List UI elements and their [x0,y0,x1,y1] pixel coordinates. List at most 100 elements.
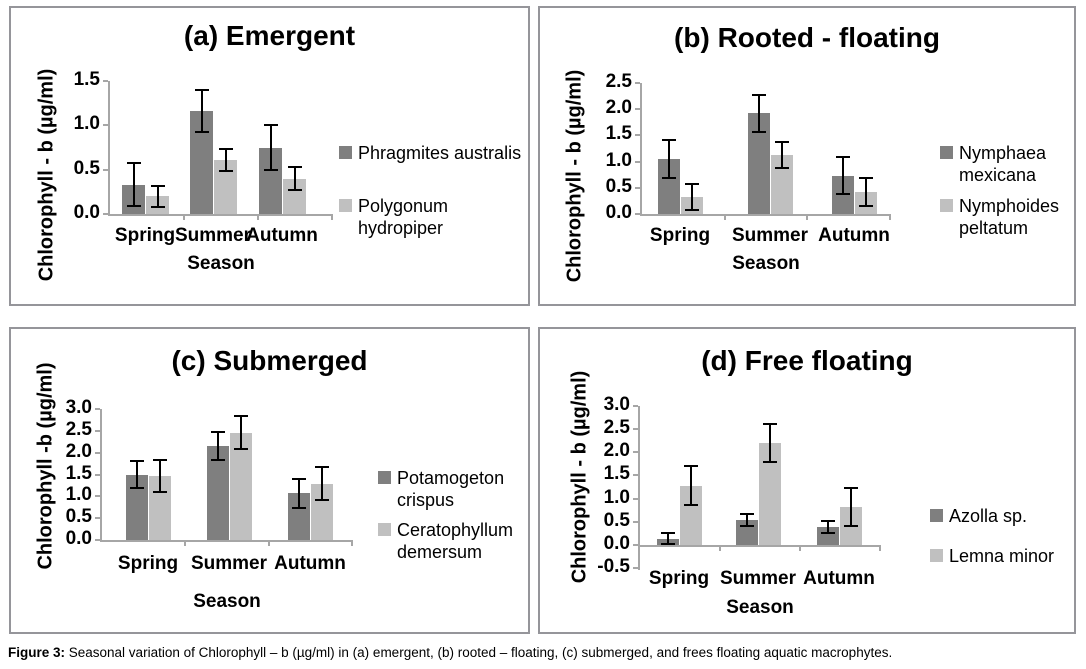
x-axis-line [108,214,332,216]
error-bar-cap-bottom [234,447,248,450]
y-tick-label: 3.0 [65,397,92,419]
error-bar-line [321,467,323,501]
x-boundary-tick [799,544,801,551]
error-bar-line [746,513,748,526]
y-tick-mark [95,429,100,432]
error-bar-cap-bottom [763,460,777,463]
error-bar-line [224,149,227,171]
y-tick-label: 0.5 [73,157,100,179]
error-bar-line [217,431,219,460]
bar-summer-series2 [214,159,237,214]
x-boundary-tick [257,214,259,220]
error-bar-cap-bottom [740,524,754,527]
legend-label: Azolla sp. [949,505,1027,527]
legend-swatch [339,146,352,159]
error-bar-cap-top [752,94,766,97]
legend-label: Nymphaea mexicana [959,142,1046,186]
error-bar-cap-top [292,477,306,480]
x-boundary-tick [806,214,809,220]
bar-autumn-series2 [283,178,306,214]
y-tick-label: 0.0 [65,528,92,550]
y-tick-mark [635,213,640,215]
error-bar-cap-bottom [126,205,141,208]
error-bar-cap-top [859,177,873,180]
x-tick-label-spring: Spring [114,225,176,246]
legend-label: Phragmites australis [358,142,521,164]
x-boundary-tick [719,544,721,551]
y-tick-mark [633,428,638,431]
y-tick-label: 1.0 [605,149,632,171]
y-tick-label: 0.5 [605,175,632,197]
x-boundary-tick [723,214,726,220]
error-bar-cap-bottom [194,131,209,134]
legend-label-line: crispus [397,490,455,510]
y-tick-mark [635,160,640,163]
legend-item: Lemna minor [930,545,1054,567]
error-bar-cap-bottom [153,490,167,493]
x-tick-label-summer: Summer [190,553,268,574]
legend-label: Lemna minor [949,545,1054,567]
x-tick-label-spring: Spring [649,225,711,246]
legend-label-line: Nymphaea [959,143,1047,163]
error-bar-cap-bottom [130,487,144,490]
error-bar-cap-top [153,459,167,462]
panel-d-free-floating: (d) Free floating Chlorophyll - b (µg/ml)… [538,327,1076,634]
y-tick-label: 0.0 [73,202,100,224]
y-tick-mark [635,134,640,137]
error-bar-cap-top [662,139,676,142]
legend-item: Potamogeton crispus [378,467,504,511]
legend-label: Potamogeton crispus [397,467,504,511]
bar-summer-series2 [230,432,252,540]
legend-label-line: peltatum [959,218,1029,238]
bar-spring-series1 [126,474,148,540]
error-bar-line [298,478,300,508]
y-tick-mark [95,517,100,520]
error-bar-line [132,163,135,206]
error-bar-cap-bottom [218,169,233,172]
legend-label: Polygonum hydropiper [358,195,448,239]
y-tick-label: 2.5 [65,418,92,440]
error-bar-line [769,423,771,462]
error-bar-cap-bottom [315,499,329,502]
error-bar-line [667,533,669,545]
error-bar-cap-bottom [859,204,873,207]
legend-swatch [378,471,391,484]
y-tick-mark [633,474,638,477]
y-tick-label: 0.5 [65,506,92,528]
y-tick-mark [635,82,640,84]
error-bar-cap-bottom [685,208,699,211]
bar-summer-series1 [748,113,770,214]
bar-summer-series1 [207,445,229,540]
error-bar-cap-bottom [661,543,675,546]
y-tick-label: 1.0 [603,486,630,508]
y-tick-mark [95,473,100,476]
error-bar-cap-top [234,415,248,418]
bar-summer-series2 [771,155,793,214]
chart-title: (d) Free floating [701,345,913,376]
error-bar-cap-bottom [775,167,789,170]
bar-spring-series1 [658,158,680,214]
error-bar-cap-top [211,430,225,433]
x-axis-label: Season [187,253,255,274]
x-boundary-tick [351,540,353,546]
y-axis-line [638,406,640,570]
y-tick-label: 0.0 [605,202,632,224]
y-tick-label: -0.5 [597,556,630,578]
error-bar-cap-top [218,148,233,151]
y-tick-mark [633,497,638,500]
error-bar-line [690,466,692,506]
legend-label-line: Azolla sp. [949,506,1028,526]
x-axis-label: Season [193,591,261,612]
bar-summer-series2 [759,442,781,545]
x-tick-label-autumn: Autumn [818,225,890,246]
error-bar-cap-bottom [821,532,835,535]
legend-label: Ceratophyllum demersum [397,519,513,563]
legend-item: Azolla sp. [930,505,1027,527]
x-axis-line [640,214,890,216]
error-bar-line [781,142,783,169]
legend-item: Ceratophyllum demersum [378,519,513,563]
error-bar-cap-top [194,88,209,91]
y-tick-label: 1.0 [65,484,92,506]
error-bar-line [156,185,159,207]
y-tick-mark [95,451,100,454]
